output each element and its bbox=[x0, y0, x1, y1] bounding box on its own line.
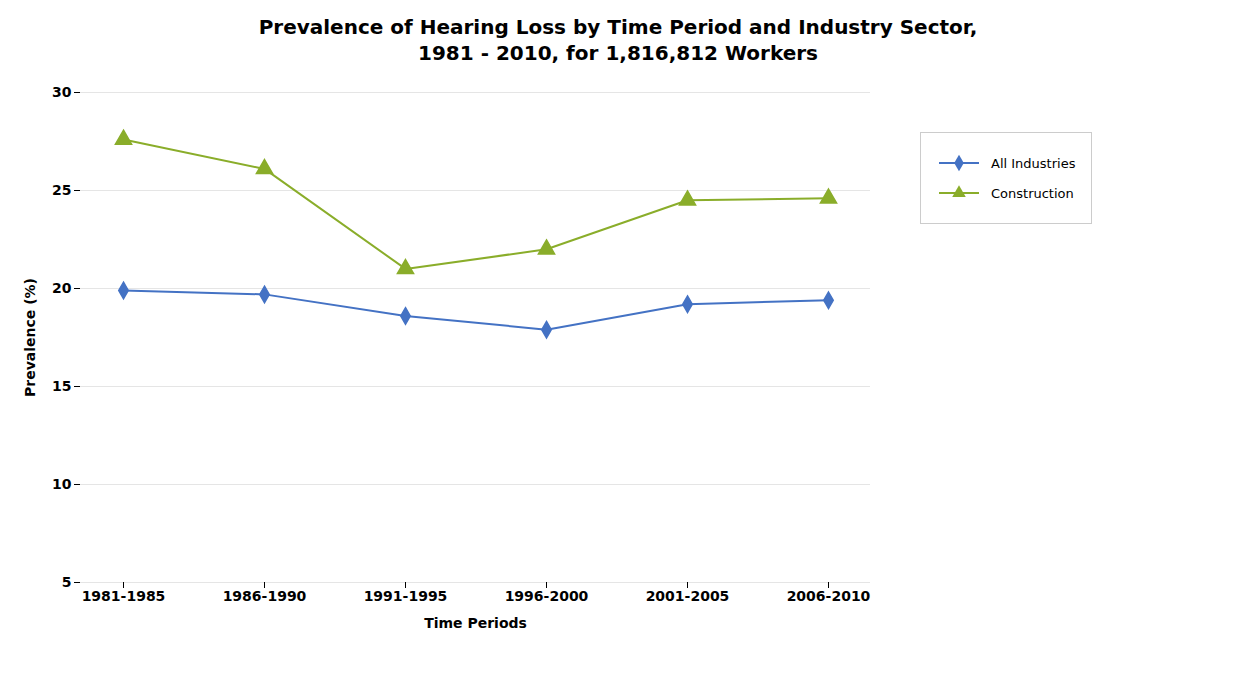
svg-text:25: 25 bbox=[52, 182, 71, 198]
html-text:Construction: Construction bbox=[991, 185, 1074, 201]
svg-text:1996-2000: 1996-2000 bbox=[505, 588, 589, 604]
svg-text:5: 5 bbox=[62, 574, 72, 590]
svg-text:1986-1990: 1986-1990 bbox=[223, 588, 307, 604]
html-text:Prevalence of Hearing Loss by: Prevalence of Hearing Loss by Time Perio… bbox=[258, 15, 978, 65]
html-text:All Industries: All Industries bbox=[991, 155, 1076, 171]
svg-text:Prevalence (%): Prevalence (%) bbox=[22, 278, 38, 397]
svg-text:1981-1985: 1981-1985 bbox=[82, 588, 166, 604]
svg-text:10: 10 bbox=[52, 476, 72, 492]
svg-text:Time Periods: Time Periods bbox=[424, 615, 527, 631]
svg-text:30: 30 bbox=[52, 84, 72, 100]
svg-text:20: 20 bbox=[52, 280, 72, 296]
svg-text:2001-2005: 2001-2005 bbox=[646, 588, 730, 604]
svg-text:15: 15 bbox=[52, 378, 71, 394]
svg-text:1991-1995: 1991-1995 bbox=[364, 588, 448, 604]
svg-text:2006-2010: 2006-2010 bbox=[787, 588, 871, 604]
